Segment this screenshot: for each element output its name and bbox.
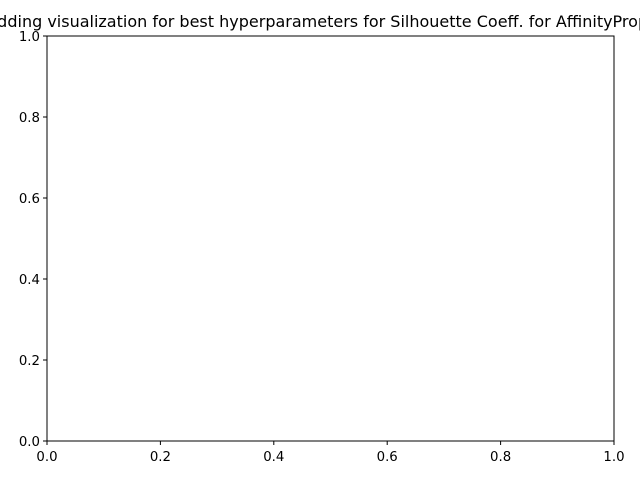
plot-area [46, 35, 615, 442]
y-tick-label: 0.0 [19, 435, 40, 450]
x-axis: 0.0 0.2 0.4 0.6 0.8 1.0 [36, 441, 625, 465]
y-tick-label: 0.4 [19, 273, 40, 288]
x-tick-label: 1.0 [603, 450, 624, 465]
y-tick-label: 1.0 [19, 30, 40, 45]
x-tick-label: 0.6 [377, 450, 398, 465]
x-tick-label: 0.4 [263, 450, 284, 465]
x-tick-label: 0.8 [490, 450, 511, 465]
y-tick-label: 0.8 [19, 111, 40, 126]
x-tick-label: 0.2 [150, 450, 171, 465]
y-axis: 0.0 0.2 0.4 0.6 0.8 1.0 [19, 30, 47, 450]
y-tick-label: 0.2 [19, 354, 40, 369]
x-tick-label: 0.0 [36, 450, 57, 465]
chart-title: Embedding visualization for best hyperpa… [0, 12, 640, 31]
y-tick-label: 0.6 [19, 192, 40, 207]
